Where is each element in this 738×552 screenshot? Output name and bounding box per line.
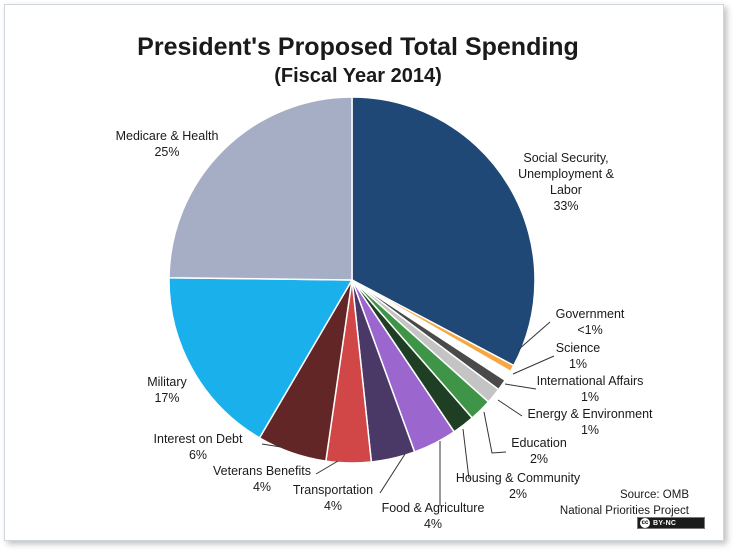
slice-label-medicare-health: Medicare & Health 25% (116, 129, 219, 159)
slice-label-energy-environment: Energy & Environment 1% (527, 407, 653, 437)
leader-line-housing-community (462, 428, 470, 480)
slice-label-interest-on-debt: Interest on Debt 6% (154, 432, 243, 462)
pie-slice-social-security-unemployment-labor (351, 96, 536, 367)
slice-label-military: Military 17% (147, 375, 187, 405)
cc-license-badge[interactable]: cc BY-NC (637, 517, 705, 529)
slice-label-transportation: Transportation 4% (293, 483, 373, 513)
chart-subtitle: (Fiscal Year 2014) (274, 65, 442, 87)
pie-slice-military (168, 276, 354, 439)
leader-line-transportation (379, 453, 406, 494)
source-line-1: Source: OMB (619, 489, 689, 501)
slice-label-government: Government <1% (556, 307, 625, 337)
leader-line-science (512, 355, 555, 375)
cc-badge-text: BY-NC (653, 519, 677, 527)
source-note: Source: OMB National Priorities Project (560, 487, 689, 519)
leader-line-international-affairs (504, 383, 537, 390)
leader-line-education (483, 411, 507, 454)
leader-line-veterans-benefits (315, 460, 339, 475)
leader-line-energy-environment (497, 399, 523, 417)
slice-label-education: Education 2% (511, 436, 567, 466)
slice-label-international-affairs: International Affairs 1% (537, 374, 644, 404)
slice-label-food-agriculture: Food & Agriculture 4% (382, 501, 485, 531)
slice-label-housing-community: Housing & Community 2% (456, 471, 581, 501)
source-line-2: National Priorities Project (559, 505, 689, 517)
leader-line-government (517, 321, 551, 351)
slice-label-veterans-benefits: Veterans Benefits 4% (213, 464, 311, 494)
leader-line-interest-on-debt (261, 443, 282, 448)
chart-title: President's Proposed Total Spending (137, 33, 579, 61)
pie-slice-medicare-health (168, 96, 353, 281)
slice-label-science: Science 1% (556, 341, 601, 371)
slice-label-social-security-unemployment-labor: Social Security, Unemployment & Labor 33% (518, 151, 615, 213)
cc-icon: cc (640, 518, 650, 528)
